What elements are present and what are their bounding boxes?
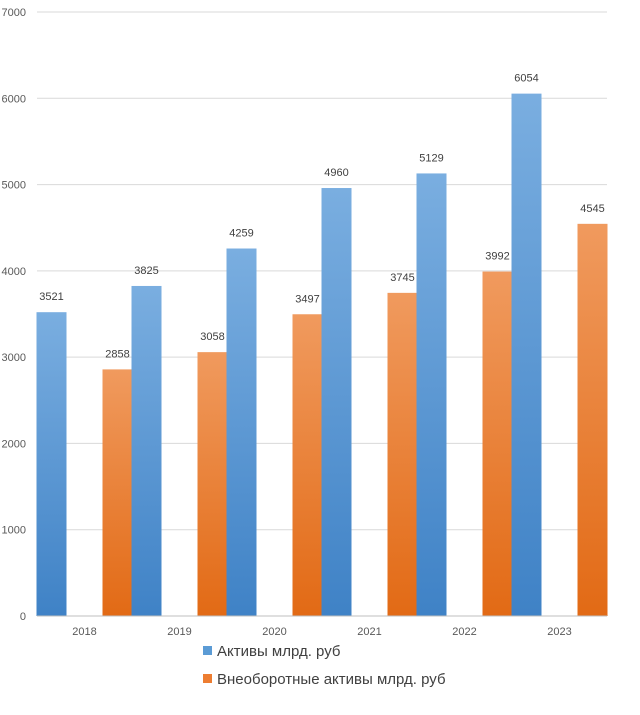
y-tick-label: 3000 — [2, 352, 26, 364]
data-labels: 3521 2858 3825 3058 4259 3497 4960 3745 5129 3992… — [39, 73, 604, 361]
data-label: 4545 — [580, 203, 604, 215]
x-tick-label: 2022 — [452, 626, 476, 638]
axes: 0 1000 2000 3000 4000 5000 6000 7000 2018 2019 202… — [2, 7, 607, 638]
data-label: 4960 — [324, 167, 348, 179]
bar-noncurrent-assets-2022 — [482, 271, 513, 616]
y-tick-label: 6000 — [2, 93, 26, 105]
y-tick-label: 1000 — [2, 525, 26, 537]
data-label: 4259 — [229, 228, 253, 240]
data-label: 3745 — [390, 272, 414, 284]
bar-assets-2021 — [321, 188, 352, 616]
data-label: 3497 — [295, 293, 319, 305]
bars — [36, 93, 608, 617]
bar-noncurrent-assets-2023 — [577, 223, 608, 616]
bar-assets-2020 — [226, 248, 257, 616]
y-tick-label: 4000 — [2, 266, 26, 278]
bar-assets-2018 — [36, 312, 67, 616]
data-label: 3992 — [485, 251, 509, 263]
data-label: 5129 — [419, 152, 443, 164]
x-tick-label: 2021 — [357, 626, 381, 638]
x-tick-label: 2020 — [262, 626, 286, 638]
data-label: 3825 — [134, 265, 158, 277]
legend: Активы млрд. руб Внеоборотные активы млрд… — [203, 643, 446, 688]
y-tick-label: 7000 — [2, 7, 26, 19]
y-tick-label: 2000 — [2, 438, 26, 450]
bar-assets-2022 — [416, 173, 447, 617]
bar-noncurrent-assets-2019 — [197, 352, 228, 616]
bar-assets-2019 — [131, 285, 162, 616]
bar-assets-2023 — [511, 93, 542, 617]
legend-swatch — [203, 674, 212, 683]
legend-swatch — [203, 646, 212, 655]
x-tick-label: 2018 — [72, 626, 96, 638]
legend-label: Активы млрд. руб — [217, 643, 341, 660]
x-tick-label: 2023 — [547, 626, 571, 638]
bar-noncurrent-assets-2018 — [102, 369, 133, 616]
bar-noncurrent-assets-2020 — [292, 314, 323, 616]
data-label: 2858 — [105, 348, 129, 360]
y-tick-label: 0 — [20, 611, 26, 623]
legend-label: Внеоборотные активы млрд. руб — [217, 671, 446, 688]
x-tick-label: 2019 — [167, 626, 191, 638]
y-tick-label: 5000 — [2, 180, 26, 192]
data-label: 6054 — [514, 73, 538, 85]
data-label: 3058 — [200, 331, 224, 343]
data-label: 3521 — [39, 291, 63, 303]
bar-noncurrent-assets-2021 — [387, 292, 418, 616]
